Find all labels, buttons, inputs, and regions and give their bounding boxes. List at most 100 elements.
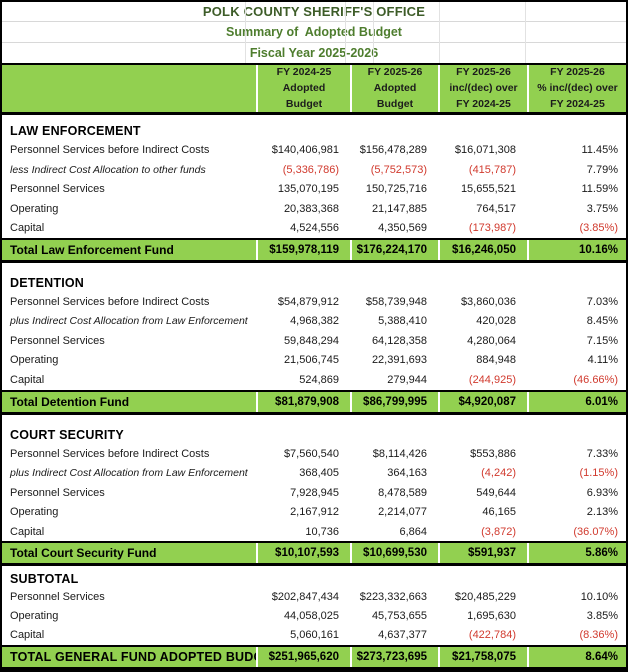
row-label: Personnel Services xyxy=(10,591,105,603)
row-label: plus Indirect Cost Allocation from Law E… xyxy=(10,467,248,480)
row-label: Capital xyxy=(10,373,45,386)
total-fy2526: $10,699,530 xyxy=(350,543,438,564)
value-pct: (1.15%) xyxy=(579,467,618,480)
value-pct: 3.85% xyxy=(586,609,618,622)
value-fy2425: $140,406,981 xyxy=(271,144,339,156)
row-label: Operating xyxy=(10,202,59,215)
value-incdec: (422,784) xyxy=(468,629,516,642)
section-title: COURT SECURITY xyxy=(10,427,124,442)
value-fy2526: 2,214,077 xyxy=(378,506,427,519)
value-fy2526: $58,739,948 xyxy=(365,295,427,308)
total-pct: 8.64% xyxy=(527,647,626,667)
value-fy2425: 20,383,368 xyxy=(283,202,339,215)
gridline xyxy=(245,2,246,63)
row-label: Personnel Services xyxy=(10,486,105,499)
value-pct: 4.11% xyxy=(587,354,618,367)
value-incdec: $16,071,308 xyxy=(454,144,516,156)
spacer xyxy=(2,415,626,424)
value-pct: 10.10% xyxy=(580,591,618,603)
total-fy2526: $176,224,170 xyxy=(350,239,438,260)
row-label: Operating xyxy=(10,354,59,367)
section-title: DETENTION xyxy=(10,276,85,291)
row-label: Capital xyxy=(10,222,45,234)
value-pct: 7.33% xyxy=(586,447,618,460)
gridline xyxy=(345,2,346,63)
data-row: Personnel Services before Indirect Costs… xyxy=(2,444,626,464)
total-row-general-fund: TOTAL GENERAL FUND ADOPTED BUDGET $251,9… xyxy=(2,645,626,670)
value-fy2526: 8,478,589 xyxy=(378,486,427,499)
value-fy2526: 279,944 xyxy=(387,373,427,386)
value-fy2425: $202,847,434 xyxy=(271,591,339,603)
value-incdec: $553,886 xyxy=(470,447,516,460)
value-incdec: (173,987) xyxy=(468,222,516,234)
total-fy2425: $251,965,620 xyxy=(256,647,350,667)
value-fy2526: 6,864 xyxy=(399,525,427,538)
header-line: FY 2024-25 xyxy=(456,97,511,110)
value-fy2425: 44,058,025 xyxy=(283,609,339,622)
data-row: Operating 2,167,912 2,214,077 46,165 2.1… xyxy=(2,502,626,522)
value-fy2526: $223,332,663 xyxy=(359,591,427,603)
value-incdec: 764,517 xyxy=(476,202,516,215)
row-label: plus Indirect Cost Allocation from Law E… xyxy=(10,315,248,328)
value-pct: 11.45% xyxy=(581,144,619,156)
value-fy2526: 21,147,885 xyxy=(371,202,427,215)
value-incdec: (4,242) xyxy=(481,467,516,480)
total-label: TOTAL GENERAL FUND ADOPTED BUDGET xyxy=(10,650,256,664)
total-pct: 6.01% xyxy=(527,391,626,412)
header-line: FY 2025-26 xyxy=(367,66,423,78)
value-incdec: 46,165 xyxy=(482,506,516,519)
column-header-blank xyxy=(2,65,256,112)
doc-subtitle: Summary of Adopted Budget xyxy=(2,22,626,43)
data-row: Operating 44,058,025 45,753,655 1,695,63… xyxy=(2,606,626,626)
column-header-fy2425-adopted: FY 2024-25 Adopted Budget xyxy=(256,65,350,113)
value-fy2425: 2,167,912 xyxy=(290,506,339,519)
data-row: Personnel Services 135,070,195 150,725,7… xyxy=(2,179,626,199)
gridline xyxy=(439,2,440,63)
header-line: % inc/(dec) over xyxy=(537,81,618,94)
total-label: Total Court Security Fund xyxy=(10,546,157,561)
column-header-fy2526-adopted: FY 2025-26 Adopted Budget xyxy=(350,65,438,113)
value-fy2425: 4,968,382 xyxy=(290,315,339,328)
value-fy2526: 364,163 xyxy=(387,467,427,480)
value-fy2425: $7,560,540 xyxy=(283,447,339,460)
gridline xyxy=(373,2,374,63)
value-fy2425: 4,524,556 xyxy=(290,222,339,234)
column-header-incdec: FY 2025-26 inc/(dec) over FY 2024-25 xyxy=(438,65,527,113)
header-line: Budget xyxy=(285,97,323,110)
header-line: FY 2024-25 xyxy=(276,66,332,78)
row-label: Personnel Services before Indirect Costs xyxy=(10,295,210,308)
gridline xyxy=(525,2,526,63)
doc-title: POLK COUNTY SHERIFF'S OFFICE xyxy=(2,2,626,22)
value-fy2425: 5,060,161 xyxy=(290,629,339,642)
data-row: less Indirect Cost Allocation to other f… xyxy=(2,160,626,180)
data-row: Personnel Services before Indirect Costs… xyxy=(2,292,626,312)
total-fy2425: $159,978,119 xyxy=(256,239,350,260)
value-fy2425: 368,405 xyxy=(299,467,339,480)
value-incdec: $20,485,229 xyxy=(454,591,516,603)
value-pct: 3.75% xyxy=(586,202,618,215)
value-incdec: 884,948 xyxy=(476,354,516,367)
value-fy2526: (5,752,573) xyxy=(370,163,427,176)
value-incdec: 420,028 xyxy=(476,315,516,328)
data-row: Operating 21,506,745 22,391,693 884,948 … xyxy=(2,351,626,371)
value-fy2425: 7,928,945 xyxy=(290,486,339,499)
row-label: Operating xyxy=(10,506,59,519)
value-incdec: $3,860,036 xyxy=(460,295,516,308)
value-pct: 2.13% xyxy=(586,506,618,519)
row-label: Personnel Services before Indirect Costs xyxy=(10,144,210,156)
data-row: Personnel Services 7,928,945 8,478,589 5… xyxy=(2,483,626,503)
value-fy2526: 45,753,655 xyxy=(371,609,427,622)
total-label: Total Law Enforcement Fund xyxy=(10,242,174,257)
total-incdec: $4,920,087 xyxy=(438,391,527,412)
doc-fiscal-year: Fiscal Year 2025-2026 xyxy=(249,46,379,60)
data-row: Capital 5,060,161 4,637,377 (422,784) (8… xyxy=(2,626,626,646)
spacer xyxy=(2,263,626,272)
row-label: Operating xyxy=(10,609,59,622)
value-fy2526: 4,350,569 xyxy=(378,222,427,234)
value-incdec: 1,695,630 xyxy=(467,609,516,622)
data-row: Capital 524,869 279,944 (244,925) (46.66… xyxy=(2,370,626,390)
value-fy2425: 524,869 xyxy=(299,373,339,386)
section-law-enforcement: LAW ENFORCEMENT Personnel Services befor… xyxy=(2,115,626,263)
total-pct: 10.16% xyxy=(527,239,626,260)
